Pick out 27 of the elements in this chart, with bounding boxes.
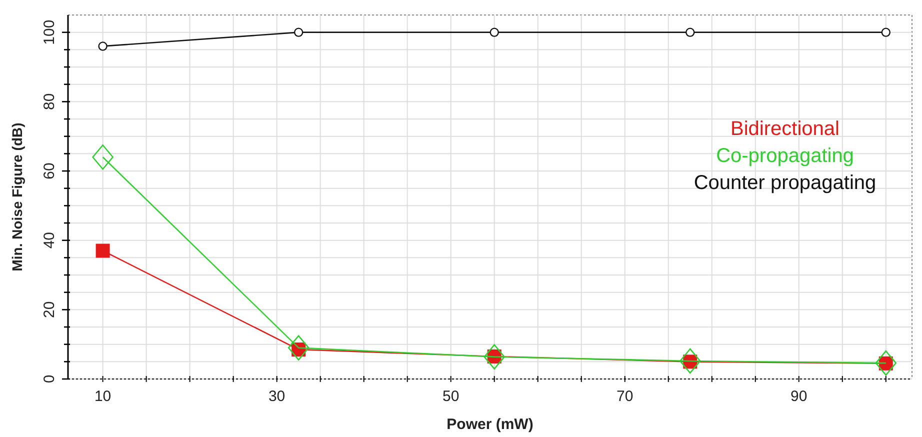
- y-tick-label: 80: [41, 93, 58, 110]
- text: Co-propagating: [716, 145, 854, 167]
- y-tick-label: 20: [41, 301, 58, 318]
- x-tick-label: 90: [790, 388, 808, 405]
- point: [92, 144, 114, 170]
- x-tick-label: 50: [442, 388, 460, 405]
- text: Counter propagating: [694, 172, 876, 194]
- y-tick-label: 0: [41, 374, 58, 384]
- point: [96, 244, 110, 258]
- point: [288, 335, 310, 360]
- y-tick-label: 40: [41, 232, 58, 249]
- point: [484, 344, 505, 370]
- x-tick-label: 70: [616, 388, 634, 405]
- point: [881, 28, 890, 37]
- point: [98, 42, 108, 51]
- y-tick-label: 60: [41, 162, 58, 180]
- x-tick-label: 30: [268, 388, 286, 405]
- x-tick-label: 10: [94, 388, 112, 405]
- x-axis-title: Power (mW): [446, 416, 534, 433]
- point: [294, 28, 304, 37]
- point: [686, 28, 695, 37]
- text: Bidirectional: [730, 118, 840, 140]
- point: [490, 28, 499, 37]
- y-tick-label: 100: [41, 20, 58, 45]
- point: [679, 348, 701, 374]
- y-axis-title: Min. Noise Figure (dB): [9, 122, 25, 272]
- point: [875, 350, 897, 376]
